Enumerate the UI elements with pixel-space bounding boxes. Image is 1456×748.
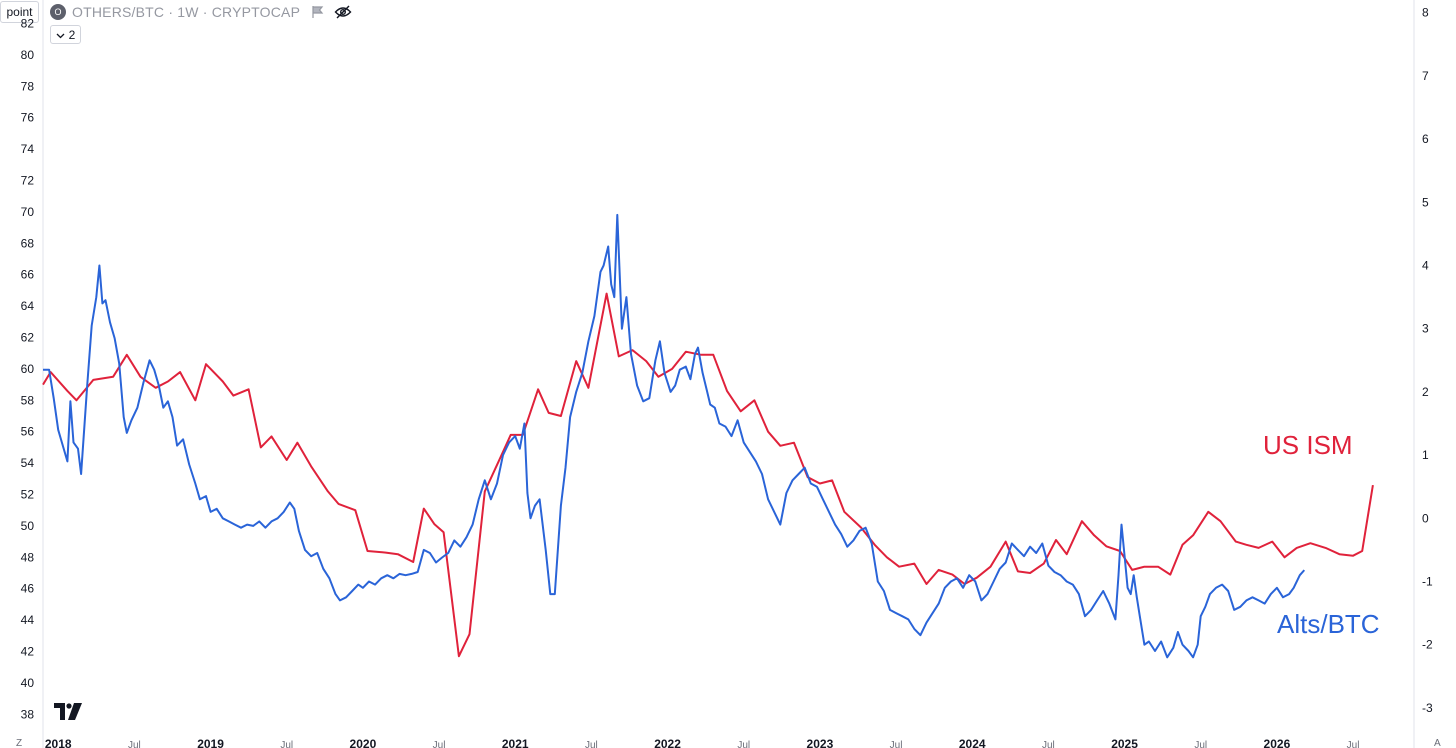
left-axis-tick-label: 66: [21, 268, 35, 282]
tradingview-logo-icon[interactable]: [54, 703, 83, 725]
time-axis-month-label: Jul: [737, 740, 750, 748]
left-axis-tick-label: 44: [21, 613, 35, 627]
left-axis-tick-label: 68: [21, 236, 35, 250]
right-axis-tick-label: 8: [1422, 6, 1429, 20]
left-axis-tick-label: 76: [21, 111, 35, 125]
left-axis-tick-label: 64: [21, 299, 35, 313]
right-axis: -3 -2 -1 0 1 2 3 4 5 6 7 8: [1422, 6, 1433, 715]
right-axis-tick-label: -1: [1422, 574, 1433, 588]
time-axis: 2018 2019 2020 2021 2022 2023 2024 2025 2026 Jul J…: [45, 737, 1360, 748]
left-axis-tick-label: 46: [21, 582, 35, 596]
left-axis-tick-label: 78: [21, 79, 35, 93]
right-axis-tick-label: 7: [1422, 69, 1429, 83]
right-axis-tick-label: 3: [1422, 322, 1429, 336]
alts-btc-series-line: [43, 213, 1306, 659]
time-axis-year-label: 2018: [45, 737, 72, 748]
unit-selector[interactable]: point: [0, 1, 39, 23]
time-axis-year-label: 2019: [197, 737, 224, 748]
time-axis-month-label: Jul: [280, 740, 293, 748]
left-axis-tick-label: 62: [21, 331, 35, 345]
corner-label-right[interactable]: A: [1434, 738, 1441, 748]
chevron-down-icon: [56, 28, 65, 42]
left-axis-tick-label: 52: [21, 488, 35, 502]
collapse-count: 2: [68, 27, 76, 42]
time-axis-month-label: Jul: [128, 740, 141, 748]
time-axis-year-label: 2025: [1111, 737, 1138, 748]
right-axis-tick-label: 5: [1422, 195, 1429, 209]
left-axis-tick-label: 82: [21, 17, 35, 31]
time-axis-month-label: Jul: [1042, 740, 1055, 748]
time-axis-year-label: 2020: [350, 737, 377, 748]
right-axis-tick-label: -3: [1422, 701, 1433, 715]
left-axis-tick-label: 48: [21, 550, 35, 564]
time-axis-year-label: 2022: [654, 737, 681, 748]
time-axis-month-label: Jul: [433, 740, 446, 748]
left-axis-tick-label: 72: [21, 174, 35, 188]
right-axis-tick-label: 2: [1422, 385, 1429, 399]
flag-icon[interactable]: [310, 5, 324, 19]
corner-label-left[interactable]: Z: [16, 738, 22, 748]
left-axis-tick-label: 60: [21, 362, 35, 376]
right-axis-tick-label: 1: [1422, 448, 1429, 462]
unit-label: point: [6, 5, 33, 19]
left-axis-tick-label: 58: [21, 393, 35, 407]
left-axis-tick-label: 70: [21, 205, 35, 219]
ism-series-line: [42, 292, 1374, 658]
time-axis-year-label: 2026: [1264, 737, 1291, 748]
left-axis-tick-label: 54: [21, 456, 35, 470]
right-axis-tick-label: 6: [1422, 132, 1429, 146]
time-axis-month-label: Jul: [1347, 740, 1360, 748]
time-axis-month-label: Jul: [890, 740, 903, 748]
left-axis-tick-label: 42: [21, 645, 35, 659]
time-axis-year-label: 2024: [959, 737, 986, 748]
symbol-legend[interactable]: O OTHERS/BTC · 1W · CRYPTOCAP: [50, 1, 352, 23]
left-axis-tick-label: 74: [21, 142, 35, 156]
alts-series-label: Alts/BTC: [1277, 609, 1380, 639]
time-axis-year-label: 2023: [807, 737, 834, 748]
time-axis-month-label: Jul: [1194, 740, 1207, 748]
left-axis-tick-label: 80: [21, 48, 35, 62]
left-axis-tick-label: 56: [21, 425, 35, 439]
left-axis: 38 40 42 44 46 48 50 52 54 56 58 60 62 64 66 68 70 72 74 76…: [21, 17, 35, 722]
right-axis-tick-label: 0: [1422, 511, 1429, 525]
symbol-title[interactable]: OTHERS/BTC · 1W · CRYPTOCAP: [72, 4, 301, 20]
symbol-logo-icon: O: [50, 4, 66, 20]
collapse-indicators-button[interactable]: 2: [50, 25, 81, 44]
right-axis-tick-label: -2: [1422, 638, 1433, 652]
time-axis-month-label: Jul: [585, 740, 598, 748]
symbol-letter: O: [54, 7, 62, 17]
left-axis-tick-label: 38: [21, 707, 35, 721]
ism-series-label: US ISM: [1263, 430, 1353, 460]
left-axis-tick-label: 40: [21, 676, 35, 690]
eye-off-icon[interactable]: [334, 5, 352, 19]
left-axis-tick-label: 50: [21, 519, 35, 533]
right-axis-tick-label: 4: [1422, 258, 1429, 272]
time-axis-year-label: 2021: [502, 737, 529, 748]
